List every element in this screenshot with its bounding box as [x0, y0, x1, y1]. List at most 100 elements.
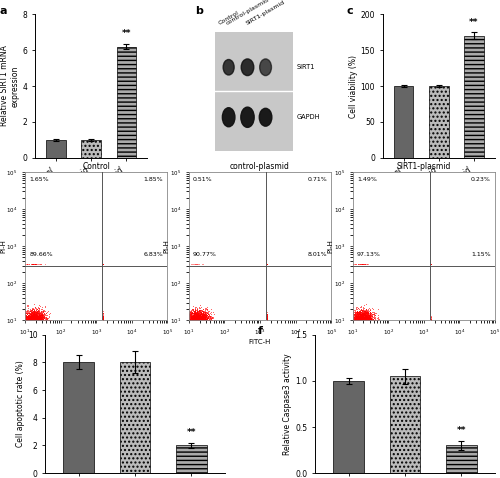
Point [198, 314, 206, 322]
Point [192, 316, 200, 324]
Point [33, 260, 41, 268]
Point [196, 316, 204, 324]
Point [263, 316, 271, 324]
Point [365, 315, 373, 323]
Point [185, 313, 193, 320]
Point [196, 314, 203, 322]
Point [99, 316, 107, 324]
Point [32, 315, 40, 322]
Point [360, 316, 368, 324]
Point [26, 314, 34, 321]
Point [360, 309, 368, 317]
Point [190, 316, 198, 324]
Point [359, 315, 367, 323]
Point [194, 316, 202, 324]
Point [354, 316, 362, 324]
Point [26, 307, 34, 315]
Point [202, 304, 209, 311]
Point [200, 315, 207, 323]
Point [29, 316, 37, 324]
Point [263, 316, 271, 324]
Point [38, 305, 46, 313]
Point [193, 314, 201, 322]
Point [196, 316, 203, 324]
Point [202, 314, 209, 322]
Point [348, 316, 356, 324]
Point [358, 316, 366, 324]
Point [28, 315, 36, 323]
Point [25, 316, 33, 324]
Point [360, 316, 368, 324]
Point [366, 316, 374, 324]
Point [31, 316, 39, 324]
Point [186, 316, 194, 324]
Point [32, 316, 40, 324]
Point [34, 312, 42, 319]
Point [26, 316, 34, 324]
Point [356, 315, 364, 323]
Point [30, 313, 38, 321]
Point [99, 316, 107, 324]
Point [358, 316, 366, 324]
Point [358, 314, 366, 322]
Point [348, 314, 356, 322]
Point [196, 316, 204, 324]
Point [24, 316, 32, 324]
Point [208, 315, 216, 322]
Point [366, 316, 374, 324]
Point [29, 311, 37, 318]
Point [30, 316, 38, 324]
Point [356, 315, 364, 322]
Point [29, 315, 37, 323]
Point [22, 312, 30, 320]
Point [186, 316, 194, 324]
Point [352, 316, 360, 324]
Point [362, 312, 370, 319]
Point [192, 312, 200, 320]
Point [198, 316, 206, 324]
Y-axis label: Cell viability (%): Cell viability (%) [349, 54, 358, 118]
Point [357, 260, 365, 268]
Point [25, 316, 33, 324]
Point [354, 315, 362, 323]
Point [198, 316, 206, 324]
Point [192, 309, 200, 316]
Point [193, 314, 201, 322]
Point [192, 315, 200, 322]
Point [194, 316, 202, 324]
Point [208, 316, 216, 324]
Point [34, 316, 42, 324]
Point [354, 316, 362, 324]
Point [192, 316, 200, 324]
Point [201, 315, 209, 322]
Point [202, 314, 210, 322]
Point [24, 316, 32, 324]
Point [186, 316, 194, 324]
Point [196, 314, 203, 322]
Point [43, 316, 51, 324]
Point [197, 316, 205, 324]
Point [99, 314, 107, 322]
Point [356, 315, 364, 323]
Point [35, 316, 43, 324]
Point [36, 316, 44, 324]
Point [22, 316, 30, 324]
Point [263, 316, 271, 324]
Point [196, 316, 204, 324]
Point [195, 316, 203, 324]
Point [358, 316, 366, 324]
Point [32, 304, 40, 312]
Point [194, 316, 202, 324]
Point [360, 311, 368, 318]
Point [354, 310, 362, 318]
Point [36, 316, 44, 324]
Point [185, 316, 193, 324]
Point [33, 316, 41, 324]
Point [190, 316, 198, 324]
Point [197, 316, 205, 324]
Point [190, 316, 198, 324]
Point [99, 316, 107, 324]
Point [359, 316, 367, 324]
Point [359, 260, 367, 268]
Point [358, 310, 366, 318]
